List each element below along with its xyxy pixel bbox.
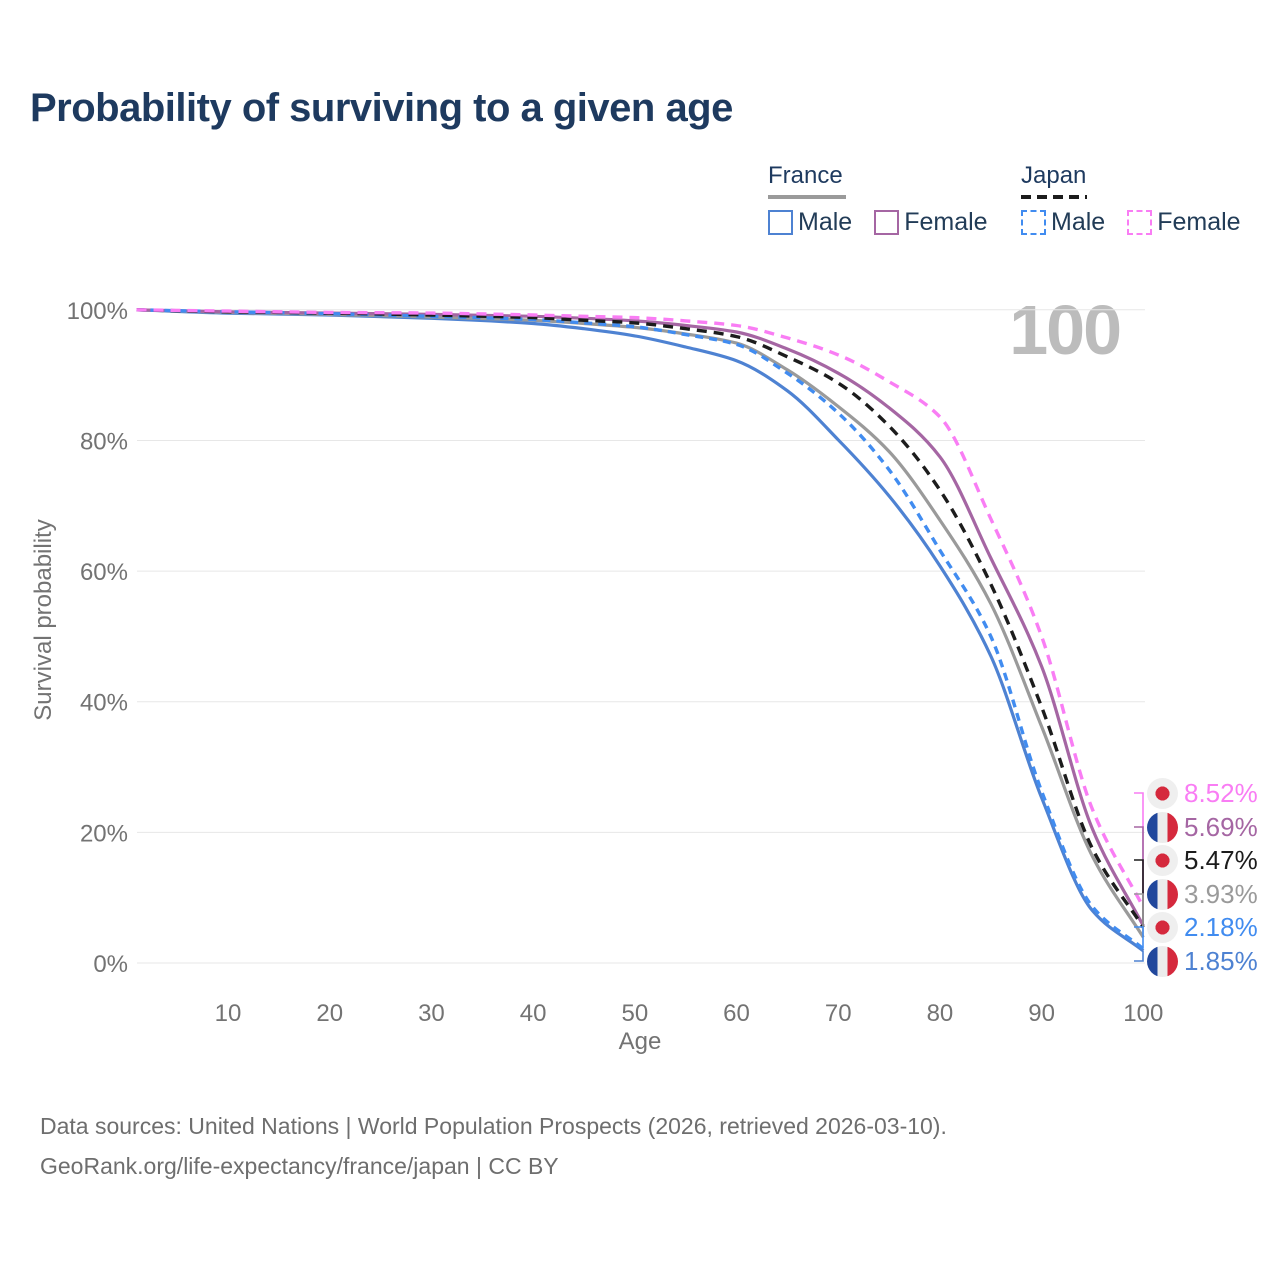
end-label-value: 5.47% [1184, 844, 1258, 875]
japan-line-swatch [1021, 195, 1087, 199]
x-tick-label: 40 [520, 1000, 547, 1027]
france-female-swatch-icon [874, 210, 900, 235]
y-tick-label: 100% [67, 298, 128, 325]
x-tick-label: 70 [825, 1000, 852, 1027]
legend-item-japan-male[interactable]: Male [1021, 208, 1105, 237]
source-line-1: Data sources: United Nations | World Pop… [40, 1113, 947, 1139]
end-label-row: 1.85% [1147, 945, 1258, 977]
legend-item-label: Male [1051, 208, 1106, 236]
legend-item-france-female[interactable]: Female [874, 208, 988, 237]
series-line-japan-combined [136, 308, 1145, 929]
end-label-value: 5.69% [1184, 811, 1258, 842]
end-label-value: 8.52% [1184, 777, 1258, 808]
y-tick-label: 20% [80, 820, 128, 847]
end-label-row: 5.47% [1147, 844, 1258, 876]
page-title: Probability of surviving to a given age [30, 86, 733, 130]
legend-country-japan[interactable]: Japan [1021, 162, 1087, 189]
source-note: Data sources: United Nations | World Pop… [40, 1106, 947, 1186]
age-counter: 100 [1009, 291, 1122, 369]
x-tick-label: 50 [621, 1000, 648, 1027]
legend-item-label: Female [904, 208, 988, 236]
x-tick-label: 80 [927, 1000, 954, 1027]
japan-flag-icon [1147, 911, 1178, 943]
japan-female-swatch-icon [1127, 210, 1153, 235]
legend-group-france: France Male Female [768, 162, 1010, 237]
y-tick-label: 80% [80, 428, 128, 455]
end-label-row: 2.18% [1147, 911, 1258, 943]
end-label-connector [1134, 950, 1144, 962]
x-axis-title: Age [618, 1028, 662, 1055]
x-tick-label: 100 [1123, 1000, 1163, 1027]
end-label-row: 3.93% [1147, 878, 1258, 910]
end-label-value: 3.93% [1184, 878, 1258, 909]
france-flag-icon [1147, 811, 1178, 843]
legend-group-japan: Japan Male Female [1021, 162, 1263, 237]
legend-item-label: Male [798, 208, 853, 236]
y-tick-label: 60% [80, 559, 128, 586]
x-tick-label: 10 [215, 1000, 242, 1027]
legend-item-france-male[interactable]: Male [768, 208, 852, 237]
legend-item-japan-female[interactable]: Female [1127, 208, 1241, 237]
series-line-japan-female [136, 308, 1145, 909]
source-line-2: GeoRank.org/life-expectancy/france/japan… [40, 1153, 559, 1179]
legend-item-label: Female [1157, 208, 1241, 236]
end-label-row: 8.52% [1147, 777, 1258, 809]
end-label-connector [1134, 926, 1144, 949]
x-tick-label: 60 [723, 1000, 750, 1027]
japan-flag-icon [1147, 777, 1178, 809]
end-label-row: 5.69% [1147, 811, 1258, 843]
france-line-swatch [768, 195, 846, 199]
series-line-france-female [136, 308, 1145, 927]
japan-male-swatch-icon [1021, 210, 1046, 235]
series-line-france-combined [136, 308, 1145, 939]
france-male-swatch-icon [768, 210, 793, 235]
x-tick-label: 20 [316, 1000, 343, 1027]
end-label-connector [1134, 792, 1144, 908]
end-label-value: 1.85% [1184, 945, 1258, 976]
end-label-value: 2.18% [1184, 911, 1258, 942]
end-label-connector [1134, 893, 1144, 938]
japan-flag-icon [1147, 844, 1178, 876]
x-tick-label: 90 [1028, 1000, 1055, 1027]
france-flag-icon [1147, 878, 1178, 910]
legend-country-france[interactable]: France [768, 162, 843, 189]
series-line-france-male [136, 308, 1145, 953]
y-tick-label: 0% [93, 951, 128, 978]
y-axis-title: Survival probability [30, 519, 57, 721]
series-line-japan-male [136, 308, 1145, 951]
y-tick-label: 40% [80, 690, 128, 717]
x-tick-label: 30 [418, 1000, 445, 1027]
france-flag-icon [1147, 945, 1178, 977]
